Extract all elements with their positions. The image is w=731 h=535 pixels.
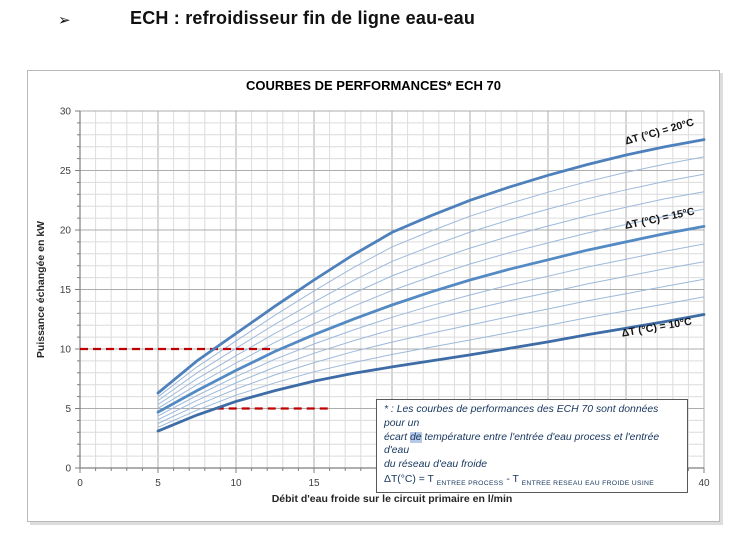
svg-text:15: 15	[60, 285, 72, 296]
curve-labels: ΔT (°C) = 20°CΔT (°C) = 15°CΔT (°C) = 10…	[621, 116, 696, 339]
footnote-line: du réseau d'eau froide	[384, 459, 488, 471]
chart-title: COURBES DE PERFORMANCES* ECH 70	[246, 78, 501, 93]
svg-text:20: 20	[60, 226, 72, 237]
curve-dt-16	[157, 208, 705, 409]
main-curves	[156, 138, 706, 433]
curve-dt-10	[156, 313, 706, 433]
svg-text:0: 0	[65, 464, 71, 475]
curve-dt-11	[157, 296, 705, 428]
curve-dt-20	[156, 138, 706, 395]
svg-text:10: 10	[60, 345, 72, 356]
highlighted-word: de	[410, 431, 422, 443]
svg-text:10: 10	[230, 478, 242, 489]
axis-titles: Débit d'eau froide sur le circuit primai…	[35, 221, 512, 505]
curve-dt-12	[157, 278, 705, 424]
footnote-line: * : Les courbes de performances des ECH …	[384, 404, 659, 429]
arrow-bullet-icon: ➢	[58, 12, 71, 29]
svg-text:15: 15	[308, 478, 320, 489]
svg-text:25: 25	[60, 166, 72, 177]
curve-label-2: ΔT (°C) = 15°C	[624, 205, 696, 232]
section-heading: ➢ ECH : refroidisseur fin de ligne eau-e…	[0, 8, 731, 38]
svg-text:30: 30	[60, 107, 72, 118]
curve-dt-18	[157, 173, 705, 402]
delta-t-formula: ΔT(°C) = T ENTREE PROCESS - T ENTREE RES…	[384, 474, 655, 488]
red-dashed-annotations	[80, 347, 333, 410]
svg-text:5: 5	[155, 478, 161, 489]
curve-dt-15	[156, 225, 706, 414]
curve-dt-19	[157, 156, 705, 398]
y-axis-title: Puissance échangée en kW	[35, 221, 47, 358]
svg-text:40: 40	[698, 478, 710, 489]
page-title: ECH : refroidisseur fin de ligne eau-eau	[130, 8, 476, 28]
footnote-line: écart de température entre l'entrée d'ea…	[384, 431, 660, 457]
curve-dt-13	[157, 261, 705, 421]
x-axis-title: Débit d'eau froide sur le circuit primai…	[272, 493, 513, 505]
curve-dt-14	[157, 243, 705, 417]
svg-text:5: 5	[65, 404, 71, 415]
footnote-box: * : Les courbes de performances des ECH …	[376, 399, 688, 494]
performance-chart-frame: COURBES DE PERFORMANCES* ECH 70 0 5 10 15 20…	[27, 70, 720, 522]
svg-text:0: 0	[77, 478, 83, 489]
